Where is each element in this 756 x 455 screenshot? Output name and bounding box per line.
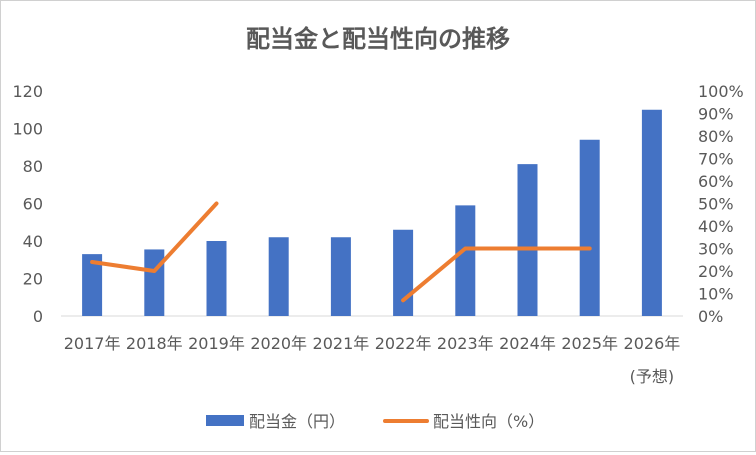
category-label: 2024年 [499,334,556,353]
legend-label: 配当性向（%） [433,412,544,431]
category-note: (予想) [630,367,675,386]
bar [579,139,600,316]
category-axis: 2017年 2018年 2019年 2020年 2021年 2022年 2023年 2024年… [64,334,681,353]
right-tick-label: 30% [698,240,734,259]
bar [455,205,476,316]
chart-title: 配当金と配当性向の推移 [246,25,510,53]
category-label: 2026年 [624,334,681,353]
bar [330,237,351,316]
left-tick-label: 40 [23,232,43,251]
category-label: 2017年 [64,334,121,353]
bar [206,241,227,316]
bar [393,229,414,316]
bar [144,249,165,316]
bar [517,164,538,316]
right-tick-label: 10% [698,285,734,304]
right-tick-label: 100% [698,82,744,101]
right-tick-label: 0% [698,307,723,326]
legend-label: 配当金（円） [249,412,345,431]
right-tick-label: 50% [698,195,734,214]
legend: 配当金（円） 配当性向（%） [206,412,544,431]
left-tick-label: 100 [12,120,43,139]
right-tick-label: 60% [698,172,734,191]
left-tick-label: 80 [23,157,43,176]
right-tick-label: 90% [698,105,734,124]
category-label: 2022年 [375,334,432,353]
category-label: 2019年 [188,334,245,353]
left-axis: 0 20 40 60 80 100 120 [12,82,43,326]
line-series [90,201,592,303]
right-tick-label: 40% [698,217,734,236]
right-tick-label: 20% [698,262,734,281]
right-tick-label: 80% [698,127,734,146]
left-tick-label: 60 [23,195,43,214]
left-tick-label: 0 [33,307,43,326]
category-label: 2023年 [437,334,494,353]
right-tick-label: 70% [698,150,734,169]
category-label: 2021年 [313,334,370,353]
left-tick-label: 120 [12,82,43,101]
bar-series [82,109,662,316]
bar [82,254,103,316]
bar [641,109,662,316]
category-label: 2025年 [561,334,618,353]
category-label: 2020年 [250,334,307,353]
left-tick-label: 20 [23,270,43,289]
bar [268,237,289,316]
legend-swatch-bar [206,415,244,426]
category-label: 2018年 [126,334,183,353]
line-path [90,201,592,303]
right-axis: 0% 10% 20% 30% 40% 50% 60% 70% 80% 90% 100% [698,82,744,326]
